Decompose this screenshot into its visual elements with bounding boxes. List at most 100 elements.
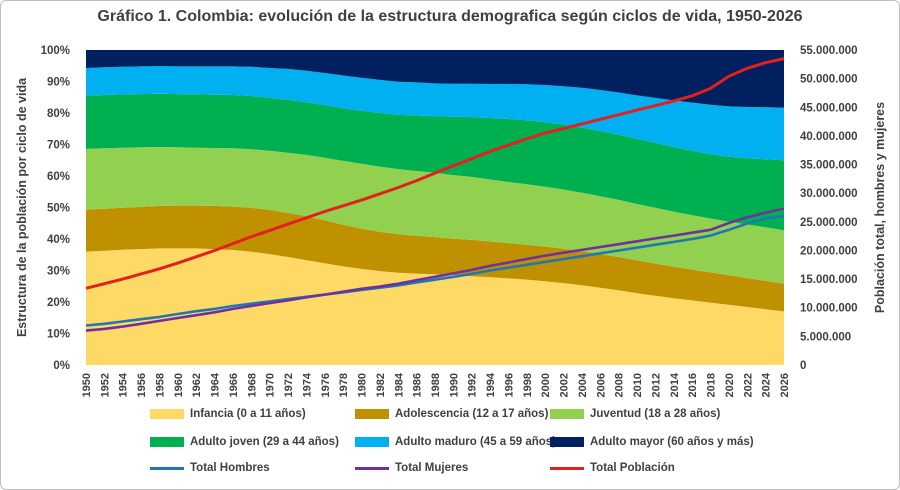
x-tick-label: 1988 <box>430 373 442 397</box>
x-tick-label: 1956 <box>136 373 148 397</box>
x-tick-label: 1968 <box>246 373 258 397</box>
y-right-tick-label: 5.000.000 <box>800 331 851 343</box>
x-tick-label: 1966 <box>228 373 240 397</box>
legend-item: Total Hombres <box>150 462 270 474</box>
area-series-3 <box>86 93 784 231</box>
x-tick-label: 2000 <box>540 373 552 397</box>
y-right-tick-label: 15.000.000 <box>800 274 858 286</box>
x-tick-label: 2008 <box>614 373 626 397</box>
y-left-tick-label: 80% <box>47 108 70 120</box>
y-right-tick-label: 25.000.000 <box>800 217 858 229</box>
legend-item: Adulto maduro (45 a 59 años) <box>355 436 556 448</box>
legend-item: Total Población <box>550 462 675 474</box>
line-series-1 <box>85 207 785 332</box>
y-left-tick-label: 90% <box>47 77 70 89</box>
legend-label: Adulto maduro (45 a 59 años) <box>395 436 557 448</box>
x-tick-label: 1950 <box>81 373 93 397</box>
x-tick-label: 1980 <box>357 373 369 397</box>
x-tick-label: 2018 <box>706 373 718 397</box>
x-tick-label: 2004 <box>577 372 589 397</box>
x-tick-label: 1970 <box>265 373 277 397</box>
legend-label: Adulto mayor (60 años y más) <box>590 436 754 448</box>
x-tick-label: 1972 <box>283 373 295 397</box>
legend-label: Total Población <box>590 462 675 474</box>
x-tick-label: 1976 <box>320 373 332 397</box>
x-tick-label: 1952 <box>99 373 111 397</box>
legend-swatch <box>150 437 184 447</box>
x-tick-label: 2022 <box>742 373 754 397</box>
x-tick-label: 2006 <box>595 373 607 397</box>
legend-item: Juventud (18 a 28 años) <box>550 408 720 420</box>
y-right-tick-label: 20.000.000 <box>800 245 858 257</box>
legend-label: Adolescencia (12 a 17 años) <box>395 408 549 420</box>
area-series-2 <box>86 147 784 284</box>
legend-item: Adulto joven (29 a 44 años) <box>150 436 339 448</box>
y-left-tick-label: 0% <box>53 360 70 372</box>
legend-label: Total Mujeres <box>395 462 469 474</box>
legend-swatch <box>355 466 389 470</box>
x-tick-label: 2024 <box>761 372 773 397</box>
x-tick-label: 2014 <box>669 372 681 397</box>
y-left-tick-label: 20% <box>47 297 70 309</box>
x-tick-label: 1992 <box>467 373 479 397</box>
y-right-tick-label: 40.000.000 <box>800 131 858 143</box>
x-tick-label: 1996 <box>503 373 515 397</box>
y-left-axis-title: Estructura de la población por ciclo de … <box>15 77 29 337</box>
legend-label: Adulto joven (29 a 44 años) <box>190 436 339 448</box>
x-tick-label: 2026 <box>779 373 791 397</box>
x-tick-label: 1986 <box>412 373 424 397</box>
line-series-0 <box>85 214 785 327</box>
y-right-tick-label: 0 <box>800 360 806 372</box>
chart-title: Gráfico 1. Colombia: evolución de la est… <box>97 8 803 25</box>
x-tick-label: 2002 <box>559 373 571 397</box>
y-right-tick-label: 45.000.000 <box>800 102 858 114</box>
x-tick-label: 1964 <box>210 372 222 397</box>
line-series-2 <box>85 57 785 290</box>
legend-label: Infancia (0 a 11 años) <box>190 408 306 420</box>
x-tick-label: 1998 <box>522 373 534 397</box>
y-left-tick-label: 10% <box>47 329 70 341</box>
x-tick-label: 1960 <box>173 373 185 397</box>
legend-swatch <box>150 466 184 470</box>
legend-label: Total Hombres <box>190 462 270 474</box>
legend-item: Infancia (0 a 11 años) <box>150 408 306 420</box>
x-tick-label: 1982 <box>375 373 387 397</box>
x-tick-label: 1974 <box>301 372 313 397</box>
legend-item: Adolescencia (12 a 17 años) <box>355 408 548 420</box>
x-tick-label: 1978 <box>338 373 350 397</box>
y-right-tick-label: 55.000.000 <box>800 45 858 57</box>
y-left-tick-label: 70% <box>47 140 70 152</box>
legend-swatch <box>355 437 389 447</box>
y-right-tick-label: 35.000.000 <box>800 160 858 172</box>
area-series-5 <box>86 50 784 108</box>
y-left-tick-label: 100% <box>41 45 70 57</box>
y-right-tick-label: 10.000.000 <box>800 303 858 315</box>
y-left-tick-label: 30% <box>47 266 70 278</box>
y-right-axis-title: Población total, hombres y mujeres <box>873 102 887 313</box>
x-tick-label: 1954 <box>118 372 130 397</box>
x-tick-label: 2012 <box>650 373 662 397</box>
x-tick-label: 1958 <box>154 373 166 397</box>
area-series-0 <box>86 248 784 365</box>
legend-item: Total Mujeres <box>355 462 468 474</box>
legend-label: Juventud (18 a 28 años) <box>590 408 721 420</box>
legend-item: Adulto mayor (60 años y más) <box>550 436 754 448</box>
y-right-tick-label: 50.000.000 <box>800 74 858 86</box>
area-series-4 <box>86 66 784 161</box>
x-tick-label: 1994 <box>485 372 497 397</box>
legend-swatch <box>550 409 584 419</box>
legend-swatch <box>150 409 184 419</box>
y-left-tick-label: 50% <box>47 203 70 215</box>
x-tick-label: 2016 <box>687 373 699 397</box>
x-tick-label: 1962 <box>191 373 203 397</box>
y-right-tick-label: 30.000.000 <box>800 188 858 200</box>
x-tick-label: 1990 <box>448 373 460 397</box>
legend-swatch <box>550 466 584 470</box>
legend-swatch <box>355 409 389 419</box>
legend-swatch <box>550 437 584 447</box>
x-tick-label: 2020 <box>724 373 736 397</box>
x-tick-label: 2010 <box>632 373 644 397</box>
y-left-tick-label: 60% <box>47 171 70 183</box>
x-tick-label: 1984 <box>393 372 405 397</box>
